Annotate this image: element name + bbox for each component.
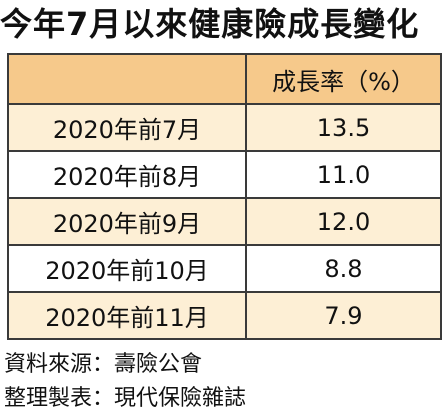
data-source-note: 資料來源：壽險公會 [4, 352, 203, 377]
row-period: 2020年前10月 [7, 244, 247, 293]
row-value: 13.5 [245, 103, 442, 152]
table-row: 2020年前10月 8.8 [7, 244, 442, 293]
table-row: 2020年前7月 13.5 [7, 103, 442, 152]
growth-table: 成長率（%） 2020年前7月 13.5 2020年前8月 11.0 2020年… [7, 53, 442, 340]
header-period [7, 53, 247, 105]
table-header-row: 成長率（%） [7, 53, 442, 105]
row-period: 2020年前7月 [7, 103, 247, 152]
header-growth-rate: 成長率（%） [245, 53, 442, 105]
table-row: 2020年前9月 12.0 [7, 197, 442, 246]
table-row: 2020年前11月 7.9 [7, 291, 442, 340]
row-value: 7.9 [245, 291, 442, 340]
row-value: 12.0 [245, 197, 442, 246]
chart-title: 今年7月以來健康險成長變化 [0, 5, 420, 43]
row-value: 11.0 [245, 150, 442, 199]
table-row: 2020年前8月 11.0 [7, 150, 442, 199]
row-period: 2020年前8月 [7, 150, 247, 199]
row-period: 2020年前11月 [7, 291, 247, 340]
row-period: 2020年前9月 [7, 197, 247, 246]
row-value: 8.8 [245, 244, 442, 293]
compiled-by-note: 整理製表：現代保險雜誌 [4, 386, 247, 411]
